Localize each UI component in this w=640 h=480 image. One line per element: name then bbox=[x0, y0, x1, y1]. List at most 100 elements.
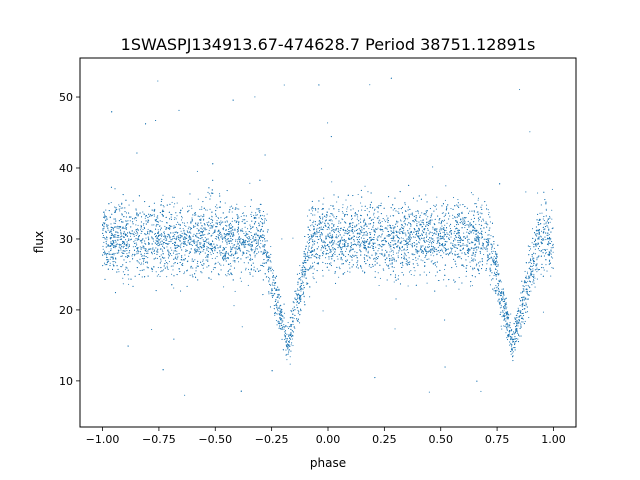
data-point bbox=[164, 257, 166, 259]
data-point bbox=[255, 236, 257, 238]
data-point bbox=[342, 212, 344, 214]
data-point bbox=[140, 262, 142, 264]
data-point bbox=[344, 232, 346, 234]
data-point bbox=[492, 250, 494, 252]
data-point bbox=[421, 212, 423, 214]
data-point bbox=[157, 243, 159, 245]
data-point bbox=[156, 250, 158, 252]
data-point bbox=[313, 261, 316, 263]
data-point bbox=[305, 248, 307, 250]
data-point bbox=[109, 258, 111, 260]
data-point bbox=[397, 221, 399, 223]
data-point bbox=[489, 284, 491, 286]
data-point bbox=[525, 302, 527, 304]
data-point bbox=[286, 333, 288, 335]
data-point bbox=[433, 255, 435, 257]
data-point bbox=[464, 219, 466, 221]
data-point bbox=[170, 247, 172, 249]
data-point bbox=[367, 255, 369, 257]
data-point bbox=[549, 239, 551, 241]
data-point bbox=[127, 247, 129, 249]
data-point bbox=[216, 256, 218, 258]
data-point bbox=[381, 220, 383, 223]
data-point bbox=[403, 217, 405, 219]
data-point bbox=[497, 270, 499, 272]
data-point bbox=[232, 260, 234, 262]
data-point bbox=[226, 275, 228, 277]
data-point bbox=[155, 271, 157, 273]
data-point bbox=[462, 239, 465, 241]
data-point bbox=[478, 218, 480, 221]
data-point bbox=[256, 208, 258, 210]
data-point bbox=[345, 199, 347, 201]
data-point bbox=[351, 216, 353, 218]
data-point bbox=[234, 290, 236, 292]
data-point bbox=[247, 284, 249, 286]
data-point bbox=[289, 363, 291, 365]
data-point bbox=[287, 326, 289, 328]
data-point bbox=[174, 216, 176, 219]
data-point bbox=[376, 238, 378, 240]
data-point bbox=[370, 232, 372, 234]
data-point bbox=[112, 234, 115, 236]
data-point bbox=[207, 233, 209, 235]
data-point bbox=[215, 222, 217, 224]
data-point bbox=[277, 300, 279, 302]
data-point bbox=[491, 251, 493, 253]
data-point bbox=[169, 227, 171, 229]
data-point bbox=[143, 246, 145, 248]
data-point bbox=[210, 195, 212, 197]
data-point bbox=[194, 259, 196, 261]
data-point bbox=[472, 253, 474, 255]
data-point bbox=[345, 256, 347, 258]
data-point bbox=[143, 259, 145, 261]
data-point bbox=[256, 227, 258, 229]
data-point bbox=[106, 239, 108, 241]
data-point bbox=[398, 208, 400, 210]
data-point bbox=[245, 231, 247, 233]
data-point bbox=[533, 243, 535, 245]
data-point bbox=[351, 256, 353, 258]
data-point bbox=[361, 205, 363, 207]
data-point bbox=[122, 252, 124, 254]
data-point bbox=[220, 220, 222, 222]
data-point bbox=[425, 233, 427, 235]
data-point bbox=[131, 255, 133, 257]
data-point bbox=[327, 122, 329, 124]
data-point bbox=[217, 216, 219, 219]
data-point bbox=[231, 227, 233, 229]
data-point bbox=[314, 234, 316, 236]
data-point bbox=[247, 256, 249, 258]
data-point bbox=[133, 231, 135, 233]
data-point bbox=[341, 253, 343, 255]
data-point bbox=[312, 276, 314, 278]
data-point bbox=[537, 192, 539, 194]
data-point bbox=[338, 232, 340, 234]
data-point bbox=[226, 220, 228, 222]
data-point bbox=[103, 213, 106, 215]
data-point bbox=[283, 328, 285, 330]
data-point bbox=[256, 214, 259, 216]
data-point bbox=[472, 230, 474, 232]
data-point bbox=[319, 218, 322, 220]
data-point bbox=[379, 253, 381, 255]
data-point bbox=[454, 250, 456, 252]
data-point bbox=[368, 227, 370, 230]
data-point bbox=[156, 257, 158, 260]
data-point bbox=[208, 232, 210, 234]
data-point bbox=[498, 280, 500, 282]
data-point bbox=[357, 267, 359, 269]
data-point bbox=[455, 244, 457, 246]
data-point bbox=[239, 242, 241, 244]
data-point bbox=[392, 235, 394, 237]
data-point bbox=[425, 236, 427, 238]
data-point bbox=[519, 298, 521, 300]
data-point bbox=[195, 222, 197, 224]
data-point bbox=[234, 229, 236, 232]
data-point bbox=[312, 208, 314, 210]
data-point bbox=[183, 232, 185, 234]
data-point bbox=[461, 211, 463, 213]
data-point bbox=[396, 225, 399, 227]
data-point bbox=[337, 258, 339, 260]
data-point bbox=[121, 213, 123, 215]
